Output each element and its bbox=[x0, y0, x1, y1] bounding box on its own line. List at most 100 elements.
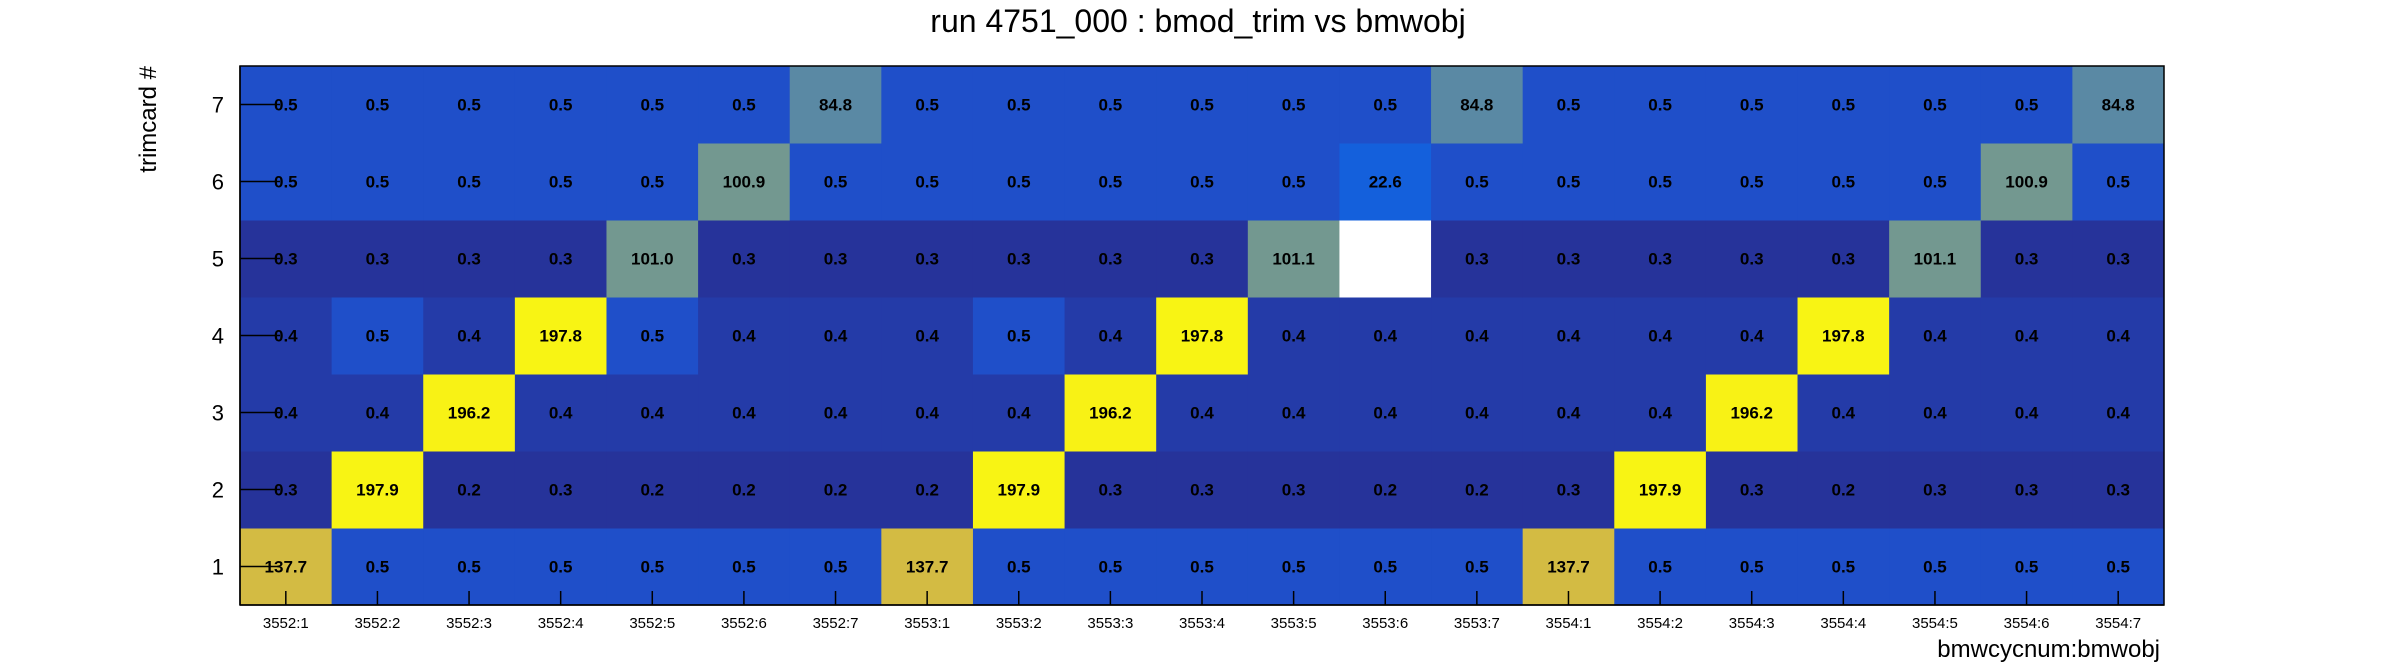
cell-value-label: 84.8 bbox=[2102, 96, 2135, 115]
cell-value-label: 0.5 bbox=[1648, 173, 1672, 192]
heatmap-cell bbox=[1614, 220, 1707, 298]
y-tick-label: 7 bbox=[212, 93, 224, 118]
cell-value-label: 0.3 bbox=[274, 250, 298, 269]
y-tick-label: 4 bbox=[212, 324, 224, 349]
heatmap-cell bbox=[789, 143, 882, 221]
x-tick-label: 3553:7 bbox=[1454, 615, 1500, 632]
heatmap-cell bbox=[1889, 220, 1982, 298]
cell-value-label: 0.5 bbox=[732, 96, 756, 115]
heatmap-cell bbox=[1156, 374, 1249, 452]
cell-value-label: 0.5 bbox=[2015, 96, 2039, 115]
cell-value-label: 0.5 bbox=[1740, 173, 1764, 192]
cell-value-label: 0.5 bbox=[2106, 558, 2130, 577]
cell-value-label: 0.5 bbox=[1282, 173, 1306, 192]
heatmap-cell bbox=[972, 451, 1066, 529]
cell-value-label: 0.5 bbox=[274, 96, 298, 115]
heatmap-cell bbox=[789, 451, 882, 529]
heatmap-cell bbox=[1247, 297, 1340, 375]
x-tick-label: 3554:4 bbox=[1820, 615, 1866, 632]
x-tick-label: 3554:2 bbox=[1637, 615, 1683, 632]
cell-value-label: 0.5 bbox=[1007, 173, 1031, 192]
cell-value-label: 0.4 bbox=[915, 327, 939, 346]
cell-value-label: 0.2 bbox=[1465, 481, 1489, 500]
cell-value-label: 0.3 bbox=[1832, 250, 1856, 269]
cell-value-label: 0.3 bbox=[824, 250, 848, 269]
heatmap-cell bbox=[1980, 374, 2073, 452]
heatmap-cell bbox=[606, 374, 699, 452]
heatmap-cell bbox=[514, 143, 607, 221]
cell-value-label: 0.5 bbox=[1740, 558, 1764, 577]
cell-value-label: 0.3 bbox=[1648, 250, 1672, 269]
y-tick-label: 2 bbox=[212, 478, 224, 503]
cell-value-label: 0.2 bbox=[915, 481, 939, 500]
cell-value-label: 0.5 bbox=[1373, 558, 1397, 577]
cell-value-label: 0.5 bbox=[1007, 327, 1031, 346]
heatmap-cell bbox=[606, 66, 699, 144]
cell-value-label: 0.5 bbox=[274, 173, 298, 192]
heatmap-cell bbox=[698, 66, 791, 144]
heatmap-cell bbox=[1431, 143, 1524, 221]
cell-value-label: 0.5 bbox=[1099, 558, 1123, 577]
heatmap-cell bbox=[1980, 220, 2073, 298]
heatmap-cell bbox=[1522, 143, 1615, 221]
heatmap-cell bbox=[698, 451, 791, 529]
heatmap-cell bbox=[1980, 451, 2073, 529]
x-axis-title: bmwcycnum:bmwobj bbox=[1937, 636, 2160, 663]
heatmap-cell bbox=[1156, 220, 1249, 298]
heatmap-cell bbox=[514, 220, 607, 298]
cell-value-label: 0.3 bbox=[549, 481, 573, 500]
cell-value-label: 0.4 bbox=[2106, 327, 2130, 346]
cell-value-label: 0.4 bbox=[366, 404, 390, 423]
cell-value-label: 0.5 bbox=[366, 96, 390, 115]
heatmap-cell bbox=[1889, 297, 1982, 375]
heatmap-cell bbox=[1797, 66, 1890, 144]
heatmap-cell bbox=[1522, 374, 1615, 452]
y-tick-label: 5 bbox=[212, 247, 224, 272]
cell-value-label: 196.2 bbox=[1089, 404, 1132, 423]
cell-value-label: 197.8 bbox=[1822, 327, 1865, 346]
cell-value-label: 197.8 bbox=[539, 327, 582, 346]
heatmap-cell bbox=[1431, 451, 1524, 529]
heatmap-cell bbox=[1339, 451, 1432, 529]
x-tick-label: 3552:1 bbox=[263, 615, 309, 632]
y-axis-title: trimcard # bbox=[135, 65, 162, 172]
heatmap-cell bbox=[1705, 297, 1799, 375]
heatmap-cell bbox=[881, 374, 974, 452]
heatmap-cell bbox=[1064, 143, 1157, 221]
cell-value-label: 0.5 bbox=[640, 327, 664, 346]
heatmap-cell bbox=[972, 220, 1066, 298]
heatmap-cell bbox=[2072, 374, 2165, 452]
cell-value-label: 0.4 bbox=[1099, 327, 1123, 346]
cell-value-label: 196.2 bbox=[1730, 404, 1773, 423]
heatmap-cell bbox=[606, 451, 699, 529]
heatmap-cell bbox=[1431, 66, 1524, 144]
heatmap-cell bbox=[423, 374, 516, 452]
cell-value-label: 100.9 bbox=[723, 173, 766, 192]
heatmap-cell bbox=[881, 297, 974, 375]
x-tick-label: 3552:3 bbox=[446, 615, 492, 632]
heatmap-cell bbox=[1064, 451, 1157, 529]
x-tick-label: 3552:4 bbox=[538, 615, 584, 632]
heatmap-cell bbox=[1247, 220, 1340, 298]
heatmap-cell bbox=[1064, 374, 1157, 452]
cell-value-label: 0.4 bbox=[1648, 327, 1672, 346]
heatmap-cell bbox=[606, 297, 699, 375]
heatmap-cell bbox=[1064, 220, 1157, 298]
cell-value-label: 0.3 bbox=[2106, 481, 2130, 500]
heatmap-cell bbox=[514, 374, 607, 452]
cell-value-label: 197.9 bbox=[356, 481, 399, 500]
cell-value-label: 0.4 bbox=[640, 404, 664, 423]
heatmap-cell bbox=[423, 220, 516, 298]
cell-value-label: 84.8 bbox=[819, 96, 852, 115]
cell-value-label: 0.5 bbox=[1648, 558, 1672, 577]
cell-value-label: 84.8 bbox=[1460, 96, 1493, 115]
heatmap-cell bbox=[331, 66, 424, 144]
heatmap-cell bbox=[1156, 451, 1249, 529]
x-tick-label: 3554:3 bbox=[1729, 615, 1775, 632]
heatmap-cell bbox=[1705, 66, 1799, 144]
cell-value-label: 196.2 bbox=[448, 404, 491, 423]
cell-value-label: 0.4 bbox=[1923, 327, 1947, 346]
cell-value-label: 0.3 bbox=[1557, 481, 1581, 500]
heatmap-cell bbox=[972, 143, 1066, 221]
cell-value-label: 0.4 bbox=[1373, 327, 1397, 346]
